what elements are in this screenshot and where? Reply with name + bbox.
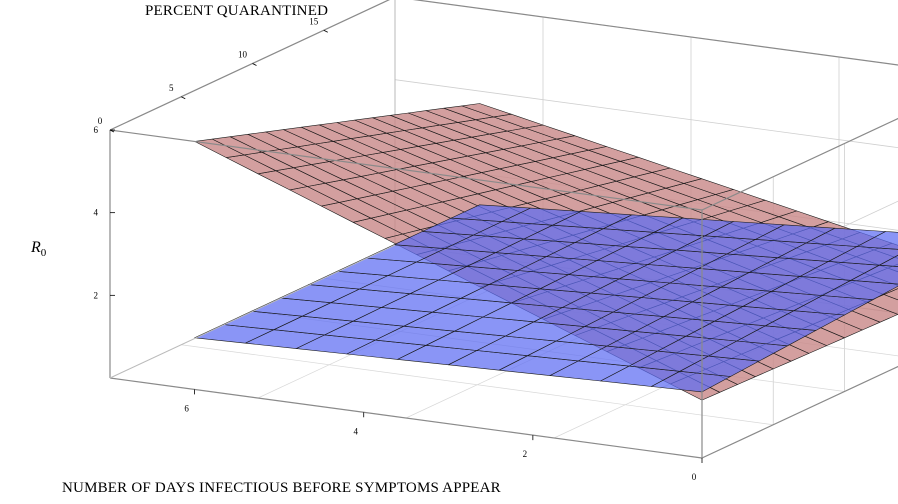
z-axis-title-main: R	[30, 239, 41, 256]
back-wall-gridline	[394, 79, 898, 149]
x-tick-label: 6	[184, 403, 189, 413]
surfaces	[194, 103, 898, 401]
back-wall-gridline	[414, 0, 898, 66]
y-tick-label: 0	[98, 116, 103, 126]
box-edge	[701, 117, 898, 211]
surface-patch	[461, 103, 512, 118]
y-tick-label: 10	[238, 50, 248, 60]
surface-1	[194, 204, 898, 393]
z-axis-title: R0	[30, 239, 47, 259]
z-tick-label: 6	[94, 125, 99, 135]
box-edge	[109, 377, 703, 459]
tick-labels: 051015200246246	[94, 16, 703, 482]
y-tick-label: 15	[309, 16, 319, 26]
x-tick-label: 0	[692, 472, 697, 482]
x-tick-label: 4	[353, 426, 358, 436]
z-axis-title-subscript: 0	[41, 247, 47, 259]
box-edge	[109, 129, 703, 211]
x-axis-title: NUMBER OF DAYS INFECTIOUS BEFORE SYMPTOM…	[62, 480, 501, 496]
y-tick-mark	[181, 96, 186, 100]
box-edge	[412, 0, 898, 66]
y-tick-mark	[323, 29, 328, 33]
box-edge	[701, 365, 898, 459]
x-tick-label: 2	[523, 449, 528, 459]
z-tick-label: 2	[94, 290, 99, 300]
box-edge	[109, 0, 390, 131]
y-tick-label: 5	[169, 83, 174, 93]
y-tick-mark	[252, 63, 257, 66]
surface-patch	[878, 254, 898, 267]
surface-patch	[450, 204, 531, 222]
surface-patch	[883, 288, 898, 301]
z-tick-label: 4	[94, 208, 99, 218]
y-axis-title: PERCENT QUARANTINED	[145, 3, 328, 19]
box-edge	[109, 244, 396, 379]
